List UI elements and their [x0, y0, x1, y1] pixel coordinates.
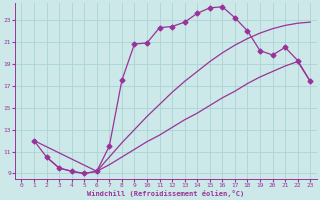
X-axis label: Windchill (Refroidissement éolien,°C): Windchill (Refroidissement éolien,°C) [87, 190, 244, 197]
